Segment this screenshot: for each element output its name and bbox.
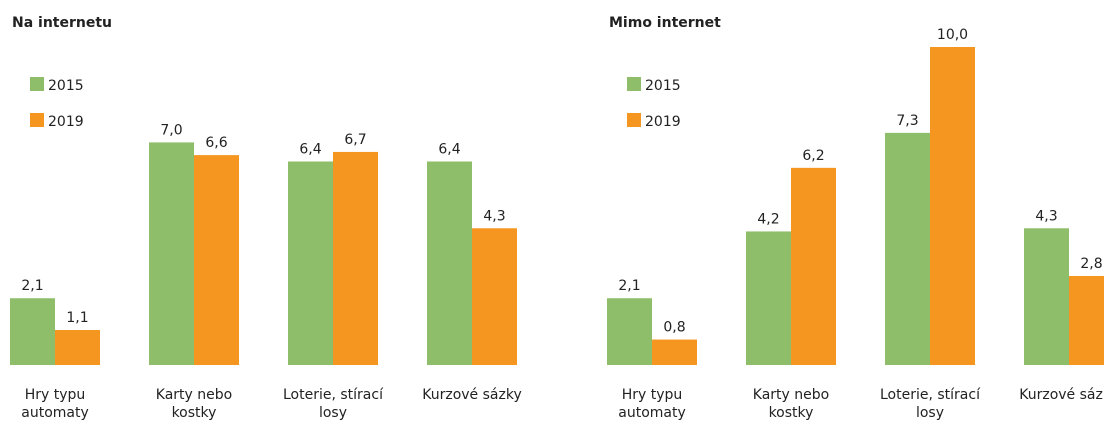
bar xyxy=(930,47,975,365)
value-label: 1,1 xyxy=(66,310,88,326)
legend-swatch xyxy=(30,77,44,91)
category-label: Kurzové sázky xyxy=(1019,387,1104,403)
bar xyxy=(149,142,194,365)
category-label: Loterie, stírací losy xyxy=(283,387,383,421)
value-label: 2,1 xyxy=(618,278,640,294)
legend-label: 2019 xyxy=(645,114,681,130)
value-label: 7,3 xyxy=(896,113,918,129)
bar xyxy=(194,155,239,365)
bar xyxy=(746,231,791,365)
value-label: 7,0 xyxy=(160,122,182,138)
bar xyxy=(652,339,697,365)
legend-label: 2015 xyxy=(48,78,84,94)
category-label: Karty nebo kostky xyxy=(752,387,830,421)
category-label: Hry typu automaty xyxy=(21,387,89,421)
bar xyxy=(885,132,930,365)
bar xyxy=(472,228,517,365)
legend-swatch xyxy=(30,113,44,127)
value-label: 6,7 xyxy=(344,132,366,148)
bar xyxy=(427,161,472,365)
value-label: 2,8 xyxy=(1080,256,1102,272)
value-label: 6,4 xyxy=(299,141,321,157)
legend-swatch xyxy=(627,77,641,91)
bar xyxy=(1069,275,1104,365)
bar xyxy=(288,161,333,365)
category-label: Karty nebo kostky xyxy=(155,387,233,421)
bar xyxy=(10,298,55,365)
chart-title: Mimo internet xyxy=(609,15,721,31)
chart-title: Na internetu xyxy=(12,15,112,31)
bar xyxy=(55,330,100,365)
bar xyxy=(791,167,836,365)
bar xyxy=(1024,228,1069,365)
bar xyxy=(607,298,652,365)
legend-label: 2015 xyxy=(645,78,681,94)
legend-label: 2019 xyxy=(48,114,84,130)
value-label: 4,2 xyxy=(757,211,779,227)
category-label: Loterie, stírací losy xyxy=(880,387,980,421)
category-label: Kurzové sázky xyxy=(422,387,522,403)
value-label: 6,6 xyxy=(205,135,227,151)
bar xyxy=(333,151,378,365)
value-label: 4,3 xyxy=(1035,208,1057,224)
legend-swatch xyxy=(627,113,641,127)
value-label: 6,4 xyxy=(438,141,460,157)
value-label: 10,0 xyxy=(937,27,968,43)
value-label: 2,1 xyxy=(21,278,43,294)
category-label: Hry typu automaty xyxy=(618,387,686,421)
value-label: 0,8 xyxy=(663,320,685,336)
value-label: 4,3 xyxy=(483,208,505,224)
value-label: 6,2 xyxy=(802,148,824,164)
